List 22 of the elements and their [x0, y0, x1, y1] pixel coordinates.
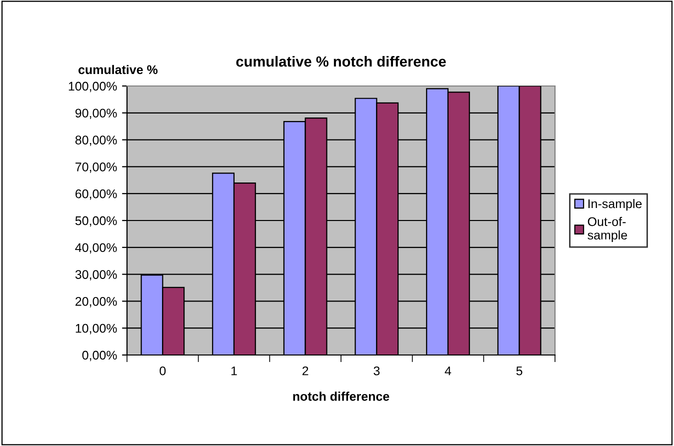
- y-tick-label: 100,00%: [68, 82, 117, 92]
- y-tick-label: 90,00%: [75, 108, 117, 120]
- x-tick-label: 5: [516, 366, 522, 376]
- legend-label: In-sample: [588, 198, 642, 211]
- x-tick-label: 2: [302, 366, 308, 376]
- legend-label: Out-of- sample: [588, 216, 628, 242]
- x-axis-title: notch difference: [293, 392, 390, 401]
- y-tick-label: 70,00%: [76, 162, 117, 173]
- x-tick-label: 4: [444, 366, 452, 376]
- y-tick-label: 20,00%: [76, 297, 117, 308]
- x-tick-label: 3: [374, 366, 380, 376]
- y-tick-label: 80,00%: [75, 136, 117, 146]
- y-tick-label: 30,00%: [75, 270, 117, 280]
- y-tick-label: 10,00%: [76, 324, 117, 334]
- x-tick-label: 0: [160, 366, 166, 376]
- y-axis-title: cumulative %: [78, 64, 158, 74]
- y-tick-label: 0,00%: [82, 350, 117, 362]
- y-tick-label: 60,00%: [76, 189, 117, 200]
- y-tick-label: 40,00%: [75, 243, 117, 254]
- x-tick-label: 1: [231, 366, 237, 376]
- y-tick-label: 50,00%: [75, 216, 117, 227]
- chart-title: cumulative % notch difference: [236, 56, 446, 67]
